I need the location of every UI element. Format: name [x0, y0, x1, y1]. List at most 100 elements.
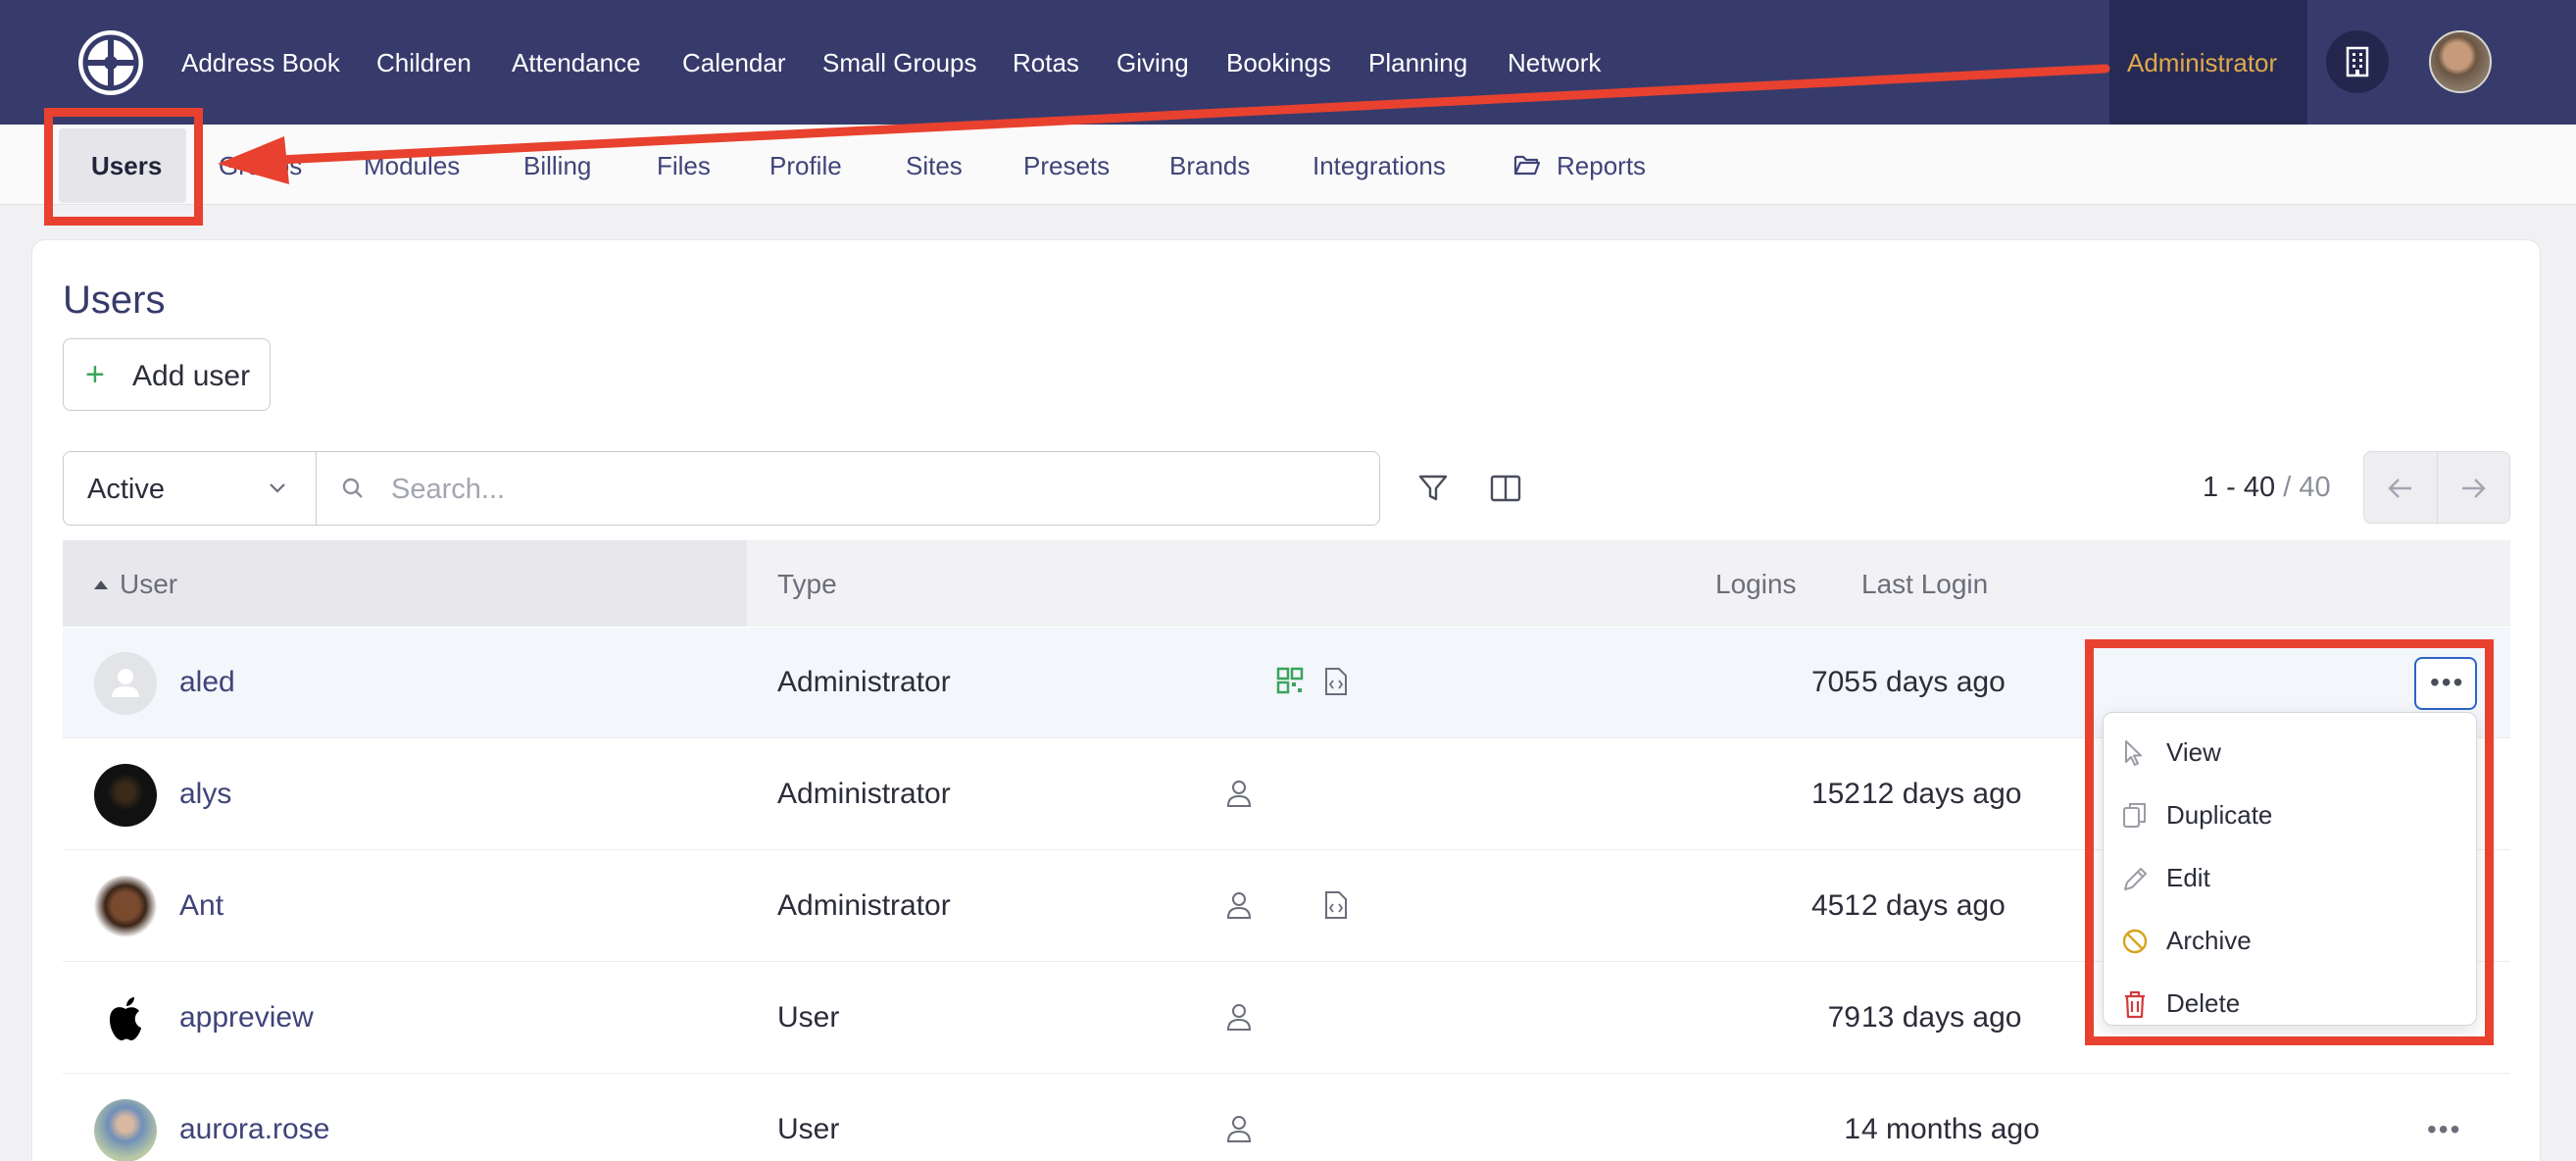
pager-status: 1 - 40 / 40 — [2203, 471, 2331, 504]
menu-item-view[interactable]: View — [2104, 721, 2478, 783]
nav-bookings[interactable]: Bookings — [1226, 48, 1331, 77]
folder-open-icon — [1513, 155, 1541, 176]
user-name-link[interactable]: aurora.rose — [179, 1113, 330, 1145]
person-icon — [1226, 1116, 1252, 1142]
menu-item-edit[interactable]: Edit — [2104, 846, 2478, 909]
pager-buttons — [2363, 451, 2510, 525]
avatar — [94, 764, 157, 827]
arrow-left-icon[interactable] — [2386, 474, 2415, 503]
apple-logo-icon — [94, 987, 157, 1050]
archive-ban-icon — [2122, 929, 2148, 954]
user-avatar[interactable] — [2429, 30, 2492, 93]
pager-divider — [2437, 452, 2438, 525]
table-row[interactable]: aurora.rose User 1 4 months ago ••• — [63, 1075, 2510, 1161]
subnav-profile[interactable]: Profile — [769, 151, 842, 180]
ellipsis-icon: ••• — [2430, 667, 2465, 697]
nav-attendance[interactable]: Attendance — [512, 48, 641, 77]
menu-item-duplicate[interactable]: Duplicate — [2104, 783, 2478, 846]
column-user[interactable]: User — [120, 569, 178, 599]
add-user-button[interactable]: + Add user — [63, 338, 271, 411]
person-icon — [1226, 892, 1252, 919]
search-box — [316, 451, 1380, 526]
avatar — [94, 652, 157, 715]
nav-calendar[interactable]: Calendar — [682, 48, 786, 77]
menu-label: Archive — [2166, 926, 2252, 955]
app-logo-icon[interactable] — [78, 30, 143, 95]
user-logins: 79 — [1827, 1001, 1860, 1034]
row-more-button[interactable]: ••• — [2427, 1114, 2462, 1144]
column-logins[interactable]: Logins — [1715, 569, 1797, 599]
row-more-button[interactable]: ••• — [2414, 657, 2477, 710]
subnav-integrations[interactable]: Integrations — [1313, 151, 1446, 180]
nav-small-groups[interactable]: Small Groups — [822, 48, 977, 77]
columns-icon[interactable] — [1490, 475, 1521, 502]
chevron-down-icon — [270, 483, 285, 493]
sorted-column-bg — [63, 540, 747, 627]
person-icon — [1226, 781, 1252, 807]
pointer-icon — [2125, 740, 2142, 766]
sort-ascending-icon — [94, 580, 108, 589]
user-type: User — [777, 1113, 840, 1145]
sub-navbar — [0, 125, 2576, 205]
column-last-login[interactable]: Last Login — [1861, 569, 1989, 599]
subnav-sites[interactable]: Sites — [906, 151, 963, 180]
nav-giving[interactable]: Giving — [1116, 48, 1189, 77]
nav-rotas[interactable]: Rotas — [1013, 48, 1079, 77]
code-file-icon — [1325, 891, 1347, 919]
avatar — [94, 1099, 157, 1161]
user-last-login: 12 days ago — [1861, 778, 2022, 810]
subnav-billing[interactable]: Billing — [523, 151, 592, 180]
add-user-label: Add user — [132, 360, 251, 392]
menu-item-archive[interactable]: Archive — [2104, 909, 2478, 972]
user-logins: 451 — [1810, 889, 1860, 922]
user-last-login: 4 months ago — [1861, 1113, 2040, 1145]
menu-label: Duplicate — [2166, 800, 2273, 830]
user-type: User — [777, 1001, 840, 1034]
user-logins: 152 — [1810, 778, 1860, 810]
search-input[interactable] — [391, 466, 1352, 513]
annotation-box-row-menu — [2085, 639, 2494, 1045]
nav-planning[interactable]: Planning — [1368, 48, 1468, 77]
building-icon[interactable] — [2326, 30, 2389, 93]
status-select[interactable]: Active — [63, 451, 318, 526]
nav-address-book[interactable]: Address Book — [181, 48, 340, 77]
menu-label: Delete — [2166, 988, 2241, 1018]
nav-administrator[interactable]: Administrator — [2127, 48, 2278, 77]
user-name-link[interactable]: alys — [179, 778, 232, 810]
user-name-link[interactable]: aled — [179, 666, 235, 698]
qr-code-icon — [1276, 667, 1304, 694]
menu-label: Edit — [2166, 863, 2210, 892]
nav-admin-tab[interactable] — [2109, 0, 2307, 125]
user-logins: 1 — [1844, 1113, 1860, 1145]
avatar — [94, 876, 157, 938]
user-type: Administrator — [777, 666, 951, 698]
filter-icon[interactable] — [1417, 473, 1449, 504]
row-actions-menu: View Duplicate Edit Archive Delete — [2103, 712, 2477, 1026]
user-logins: 705 — [1810, 666, 1860, 698]
arrow-right-icon[interactable] — [2458, 474, 2488, 503]
table-row[interactable]: alys Administrator 152 12 days ago — [63, 739, 2510, 850]
subnav-files[interactable]: Files — [657, 151, 711, 180]
table-row[interactable]: appreview User 79 13 days ago — [63, 963, 2510, 1074]
annotation-box-users-tab — [44, 108, 203, 226]
duplicate-icon — [2123, 803, 2146, 828]
subnav-users[interactable]: Users — [91, 151, 163, 180]
subnav-reports[interactable]: Reports — [1557, 151, 1647, 180]
user-name-link[interactable]: Ant — [179, 889, 224, 922]
menu-item-delete[interactable]: Delete — [2104, 972, 2478, 1035]
subnav-presets[interactable]: Presets — [1023, 151, 1111, 180]
pager-total: / 40 — [2283, 472, 2331, 503]
user-last-login: 13 days ago — [1861, 1001, 2022, 1034]
nav-children[interactable]: Children — [376, 48, 471, 77]
subnav-brands[interactable]: Brands — [1169, 151, 1251, 180]
column-type[interactable]: Type — [777, 569, 837, 599]
nav-network[interactable]: Network — [1508, 48, 1602, 77]
search-icon — [342, 478, 363, 498]
table-row[interactable]: Ant Administrator 451 2 days ago — [63, 851, 2510, 962]
user-name-link[interactable]: appreview — [179, 1001, 314, 1034]
user-last-login: 5 days ago — [1861, 666, 2006, 698]
status-select-value: Active — [87, 474, 165, 505]
code-file-icon — [1325, 668, 1347, 695]
user-last-login: 2 days ago — [1861, 889, 2006, 922]
